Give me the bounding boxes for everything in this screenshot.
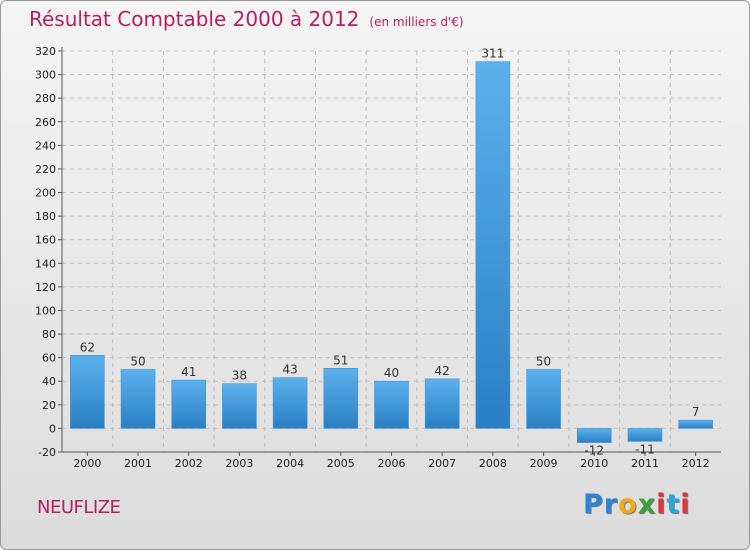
bar [577, 428, 612, 443]
data-label: 41 [181, 365, 196, 379]
labels: -20 0 20 40 60 80 100 120 140 160 180 200 220 240 260 2… [35, 45, 710, 470]
data-label: 51 [333, 353, 348, 367]
logo-letter: P [583, 489, 604, 520]
data-label: 40 [384, 366, 399, 380]
y-tick-label: 160 [35, 234, 56, 247]
data-label: 42 [435, 364, 450, 378]
y-tick-label: 40 [42, 375, 56, 388]
logo-letter: r [603, 489, 619, 520]
x-tick-label: 2007 [428, 457, 456, 470]
data-label: 50 [130, 354, 145, 368]
y-tick-label: 240 [35, 139, 56, 152]
logo-letter: t [666, 489, 681, 520]
y-tick-label: 120 [35, 281, 56, 294]
axes [58, 47, 721, 456]
x-tick-label: 2005 [327, 457, 355, 470]
bar [272, 377, 308, 429]
logo-letter: i [656, 489, 667, 520]
logo-letter: i [680, 489, 691, 520]
data-label: 50 [536, 354, 551, 368]
logo-letter: x [637, 489, 657, 520]
data-label: -11 [635, 442, 655, 456]
bar [120, 369, 156, 429]
y-tick-label: 100 [35, 304, 56, 317]
y-tick-label: -20 [38, 446, 56, 459]
y-tick-label: 20 [42, 399, 56, 412]
y-tick-label: 200 [35, 187, 56, 200]
bar [424, 378, 460, 429]
y-tick-label: 0 [49, 422, 56, 435]
data-label: 62 [80, 340, 95, 354]
bar [627, 428, 663, 442]
bar [526, 369, 561, 429]
x-tick-label: 2003 [225, 457, 253, 470]
x-tick-label: 2002 [175, 457, 203, 470]
x-tick-label: 2008 [479, 457, 507, 470]
x-tick-label: 2000 [73, 457, 101, 470]
y-tick-label: 260 [35, 116, 56, 129]
x-tick-label: 2009 [530, 457, 558, 470]
bar [323, 368, 359, 429]
y-tick-label: 300 [35, 69, 56, 82]
chart-subtitle: (en milliers d'€) [369, 15, 464, 29]
x-tick-label: 2010 [580, 457, 608, 470]
chart-title-text: Résultat Comptable 2000 à 2012 [29, 7, 360, 31]
y-tick-label: 320 [35, 45, 56, 58]
bars [70, 61, 713, 443]
data-label: 7 [692, 405, 700, 419]
bar [374, 380, 409, 429]
proxiti-logo: Proxiti [583, 489, 691, 520]
data-label: 311 [481, 47, 504, 61]
bar [70, 355, 105, 429]
chart-title: Résultat Comptable 2000 à 2012 (en millie… [29, 7, 464, 31]
logo-letter: o [618, 489, 638, 520]
data-label: 43 [282, 363, 297, 377]
x-tick-label: 2006 [378, 457, 406, 470]
y-tick-label: 220 [35, 163, 56, 176]
x-tick-label: 2001 [124, 457, 152, 470]
y-tick-label: 60 [42, 352, 56, 365]
bar [222, 383, 257, 429]
x-tick-label: 2011 [631, 457, 659, 470]
bar [171, 379, 206, 429]
data-label: 38 [232, 369, 247, 383]
y-tick-label: 80 [42, 328, 56, 341]
y-tick-label: 180 [35, 210, 56, 223]
x-tick-label: 2012 [682, 457, 710, 470]
place-name: NEUFLIZE [37, 497, 121, 518]
x-tick-label: 2004 [276, 457, 304, 470]
bar [678, 419, 713, 429]
y-tick-label: 140 [35, 257, 56, 270]
data-label: -12 [584, 444, 604, 458]
bar [475, 61, 511, 429]
y-tick-label: 280 [35, 92, 56, 105]
